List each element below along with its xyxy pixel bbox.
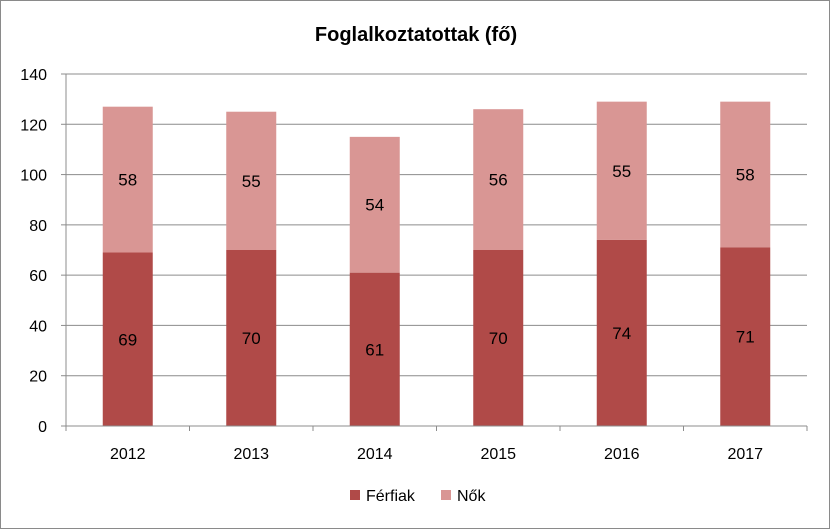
data-label: 55 [612,162,631,181]
data-label: 58 [118,171,137,190]
legend-label: Nők [457,488,486,505]
data-label: 54 [365,196,384,215]
bar-f-rfiak-2014 [349,272,400,426]
legend-swatch [350,490,360,500]
bar-n-k-2016 [596,101,647,240]
bar-n-k-2017 [720,101,771,248]
bars: 69 58 70 55 61 54 70 56 74 55 71 58 [102,101,771,426]
bar-n-k-2015 [473,109,524,250]
data-label: 71 [736,328,755,347]
x-tick-label: 2017 [727,446,763,463]
data-label: 55 [242,172,261,191]
bar-f-rfiak-2012 [102,252,153,426]
gridlines [66,73,807,377]
y-tick-label: 120 [20,117,47,134]
bar-f-rfiak-2016 [596,239,647,426]
x-axis: 2012 2013 2014 2015 2016 2017 [65,425,808,463]
y-tick-label: 80 [29,218,47,235]
x-tick-label: 2015 [480,446,516,463]
chart-title: Foglalkoztatottak (fő) [315,24,517,46]
bar-n-k-2014 [349,136,400,273]
data-label: 61 [365,340,384,359]
y-axis: 0 20 40 60 80 100 120 140 [20,67,67,436]
data-label: 70 [489,329,508,348]
y-tick-label: 20 [29,369,47,386]
bar-n-k-2013 [226,111,277,250]
x-tick-label: 2016 [604,446,640,463]
data-label: 56 [489,171,508,190]
y-tick-label: 140 [20,67,47,84]
y-tick-label: 60 [29,268,47,285]
bar-f-rfiak-2015 [473,250,524,426]
x-tick-label: 2013 [233,446,269,463]
y-tick-label: 100 [20,168,47,185]
bar-f-rfiak-2013 [226,250,277,426]
data-label: 58 [736,166,755,185]
legend: Férfiak Nők [350,488,486,505]
data-label: 70 [242,329,261,348]
data-label: 69 [118,330,137,349]
data-label: 74 [612,324,631,343]
bar-n-k-2012 [102,106,153,253]
legend-label: Férfiak [366,488,416,505]
y-tick-label: 40 [29,318,47,335]
x-tick-label: 2014 [357,446,393,463]
x-tick-label: 2012 [110,446,146,463]
bar-f-rfiak-2017 [720,247,771,426]
legend-swatch [441,490,451,500]
y-tick-label: 0 [38,419,47,436]
